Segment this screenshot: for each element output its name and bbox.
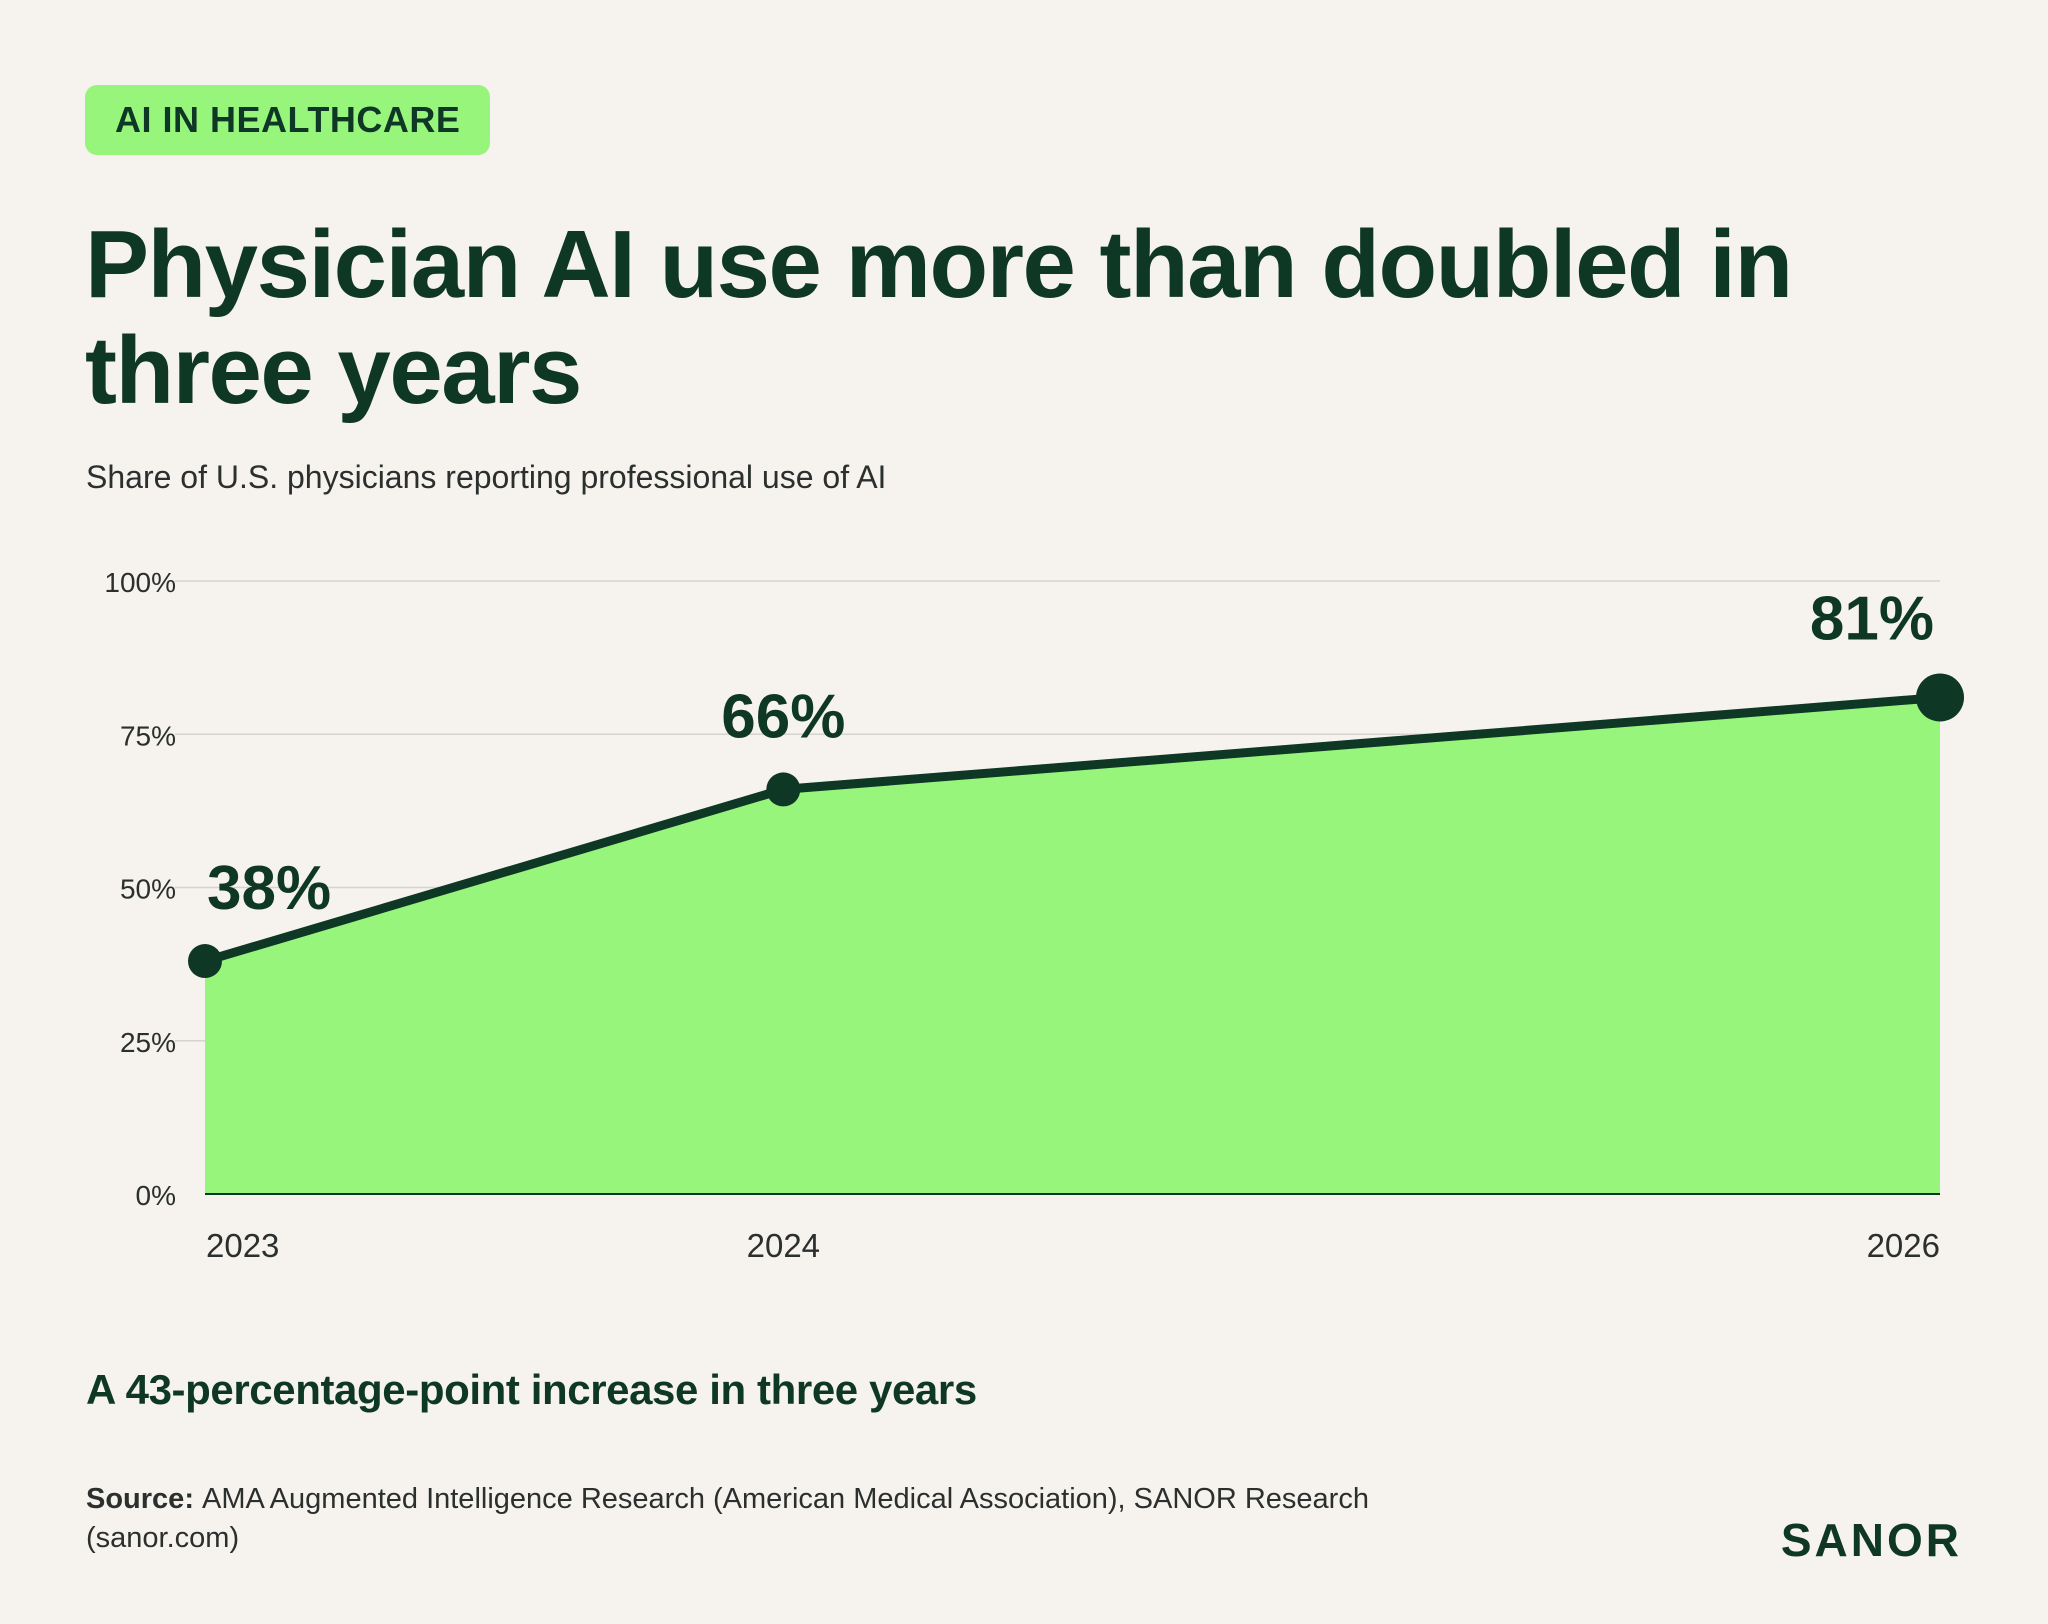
data-label: 38% [207, 854, 331, 923]
data-label: 66% [721, 682, 845, 751]
y-tick-label: 100% [104, 567, 176, 598]
brand-logo: SANOR [1780, 1514, 1962, 1566]
data-label: 81% [1810, 584, 1934, 653]
source-label: Source: [86, 1483, 194, 1515]
points-layer [188, 673, 1964, 979]
y-tick-label: 75% [120, 720, 176, 751]
data-point [766, 772, 801, 807]
area-layer [205, 697, 1940, 1194]
area-fill [205, 697, 1940, 1194]
source-text: AMA Augmented Intelligence Research (Ame… [86, 1483, 1369, 1554]
y-axis-ticks: 0% 25% 50% 75% 100% [104, 567, 176, 1211]
data-labels: 38% 66% 81% [207, 584, 1934, 923]
x-tick-label: 2024 [747, 1227, 820, 1264]
x-tick-label: 2026 [1867, 1227, 1940, 1264]
source-note: Source: AMA Augmented Intelligence Resear… [86, 1480, 1516, 1558]
data-point [1916, 673, 1964, 722]
chart-subtitle: Share of U.S. physicians reporting profe… [86, 459, 887, 495]
chart-title: Physician AI use more than doubled in th… [85, 211, 1793, 424]
x-axis-ticks: 2023 2024 2026 [206, 1227, 1940, 1264]
key-takeaway: A 43-percentage-point increase in three … [86, 1366, 977, 1413]
data-point [188, 944, 222, 979]
y-tick-label: 25% [120, 1027, 176, 1058]
y-tick-label: 0% [136, 1180, 176, 1211]
category-tag: AI IN HEALTHCARE [85, 85, 491, 155]
area-chart: 0% 25% 50% 75% 100% 2023 2024 2026 38% 66% 81% [104, 567, 1964, 1264]
x-tick-label: 2023 [206, 1227, 279, 1264]
y-tick-label: 50% [120, 874, 176, 905]
